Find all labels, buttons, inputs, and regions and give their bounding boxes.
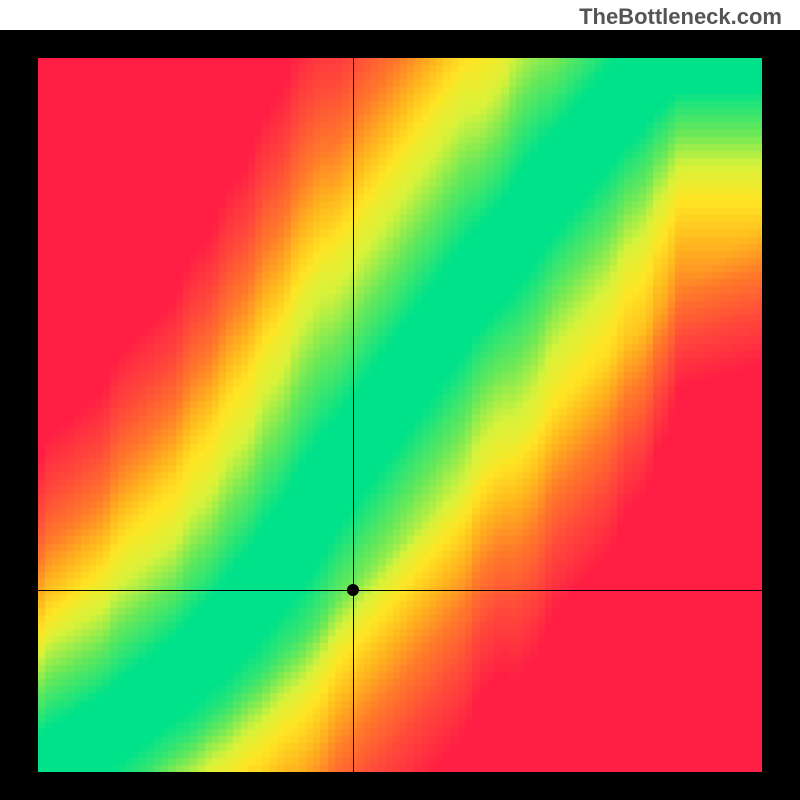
crosshair-marker (347, 584, 359, 596)
crosshair-horizontal (38, 590, 762, 591)
plot-frame (0, 30, 800, 800)
plot-area (38, 58, 762, 772)
heatmap-canvas (38, 58, 762, 772)
crosshair-vertical (353, 58, 354, 772)
watermark-text: TheBottleneck.com (579, 4, 782, 30)
